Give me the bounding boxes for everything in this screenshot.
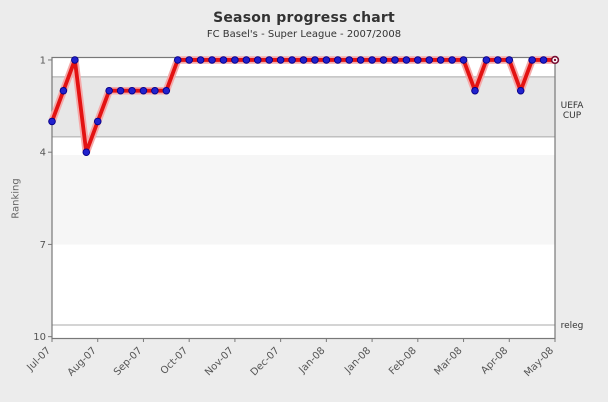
data-point (288, 56, 296, 64)
data-point (459, 56, 468, 64)
data-point (139, 86, 148, 95)
data-point (116, 86, 125, 95)
data-point (345, 56, 353, 64)
data-point (265, 56, 273, 64)
data-point (242, 56, 251, 64)
data-point (471, 86, 479, 95)
data-point (185, 56, 193, 64)
data-point (196, 56, 205, 64)
data-point (379, 56, 388, 64)
data-point (402, 56, 411, 64)
data-point (231, 56, 239, 64)
zone-label: UEFA (561, 101, 585, 111)
data-point (368, 56, 376, 64)
data-point (539, 56, 548, 64)
data-point (299, 56, 308, 64)
x-tick-label: Oct-07 (159, 345, 191, 377)
data-point (505, 56, 514, 64)
data-point (82, 148, 91, 156)
data-point (528, 56, 536, 64)
data-point (425, 56, 434, 64)
chart-title: Season progress chart (213, 10, 395, 26)
zone-label: releg (561, 321, 584, 331)
data-point (516, 86, 525, 95)
data-point (414, 56, 422, 64)
data-point (93, 117, 102, 126)
data-point (151, 86, 159, 95)
y-tick-label: 1 (40, 55, 46, 66)
data-point (494, 56, 502, 64)
data-point (322, 56, 331, 64)
data-point (356, 56, 365, 64)
plot-band (52, 136, 555, 156)
plot-band (52, 244, 555, 339)
x-tick-label: Nov-07 (203, 345, 236, 378)
y-tick-label: 4 (40, 148, 46, 159)
data-point (48, 117, 56, 126)
x-tick-label: Jul-07 (25, 345, 54, 374)
current-point-dot (553, 58, 557, 62)
zone-label: CUP (563, 111, 582, 121)
x-tick-label: Sep-07 (112, 345, 145, 378)
x-tick-label: May-08 (522, 345, 556, 379)
data-point (448, 56, 456, 64)
y-tick-label: 7 (40, 240, 46, 251)
data-point (59, 86, 68, 95)
data-point (208, 56, 216, 64)
data-point (391, 56, 399, 64)
x-tick-label: Aug-07 (66, 345, 99, 378)
plot-band (52, 155, 555, 245)
data-point (162, 86, 171, 95)
data-point (128, 86, 136, 95)
y-tick-label: 10 (33, 332, 46, 343)
data-point (276, 56, 285, 64)
chart-subtitle: FC Basel's - Super League - 2007/2008 (206, 29, 402, 40)
data-point (254, 56, 262, 64)
data-point (311, 56, 319, 64)
x-tick-label: Dec-07 (249, 345, 282, 378)
x-tick-label: Feb-08 (387, 345, 419, 377)
x-tick-label: Mar-08 (432, 345, 464, 377)
data-point (219, 56, 228, 64)
data-point (173, 56, 182, 64)
x-tick-label: Jan-08 (297, 345, 328, 376)
x-tick-label: Jan-08 (342, 345, 373, 376)
data-point (334, 56, 342, 64)
data-point (71, 56, 79, 64)
data-point (436, 56, 445, 64)
x-tick-label: Apr-08 (479, 345, 510, 376)
data-point (105, 86, 113, 95)
data-point (482, 56, 491, 64)
